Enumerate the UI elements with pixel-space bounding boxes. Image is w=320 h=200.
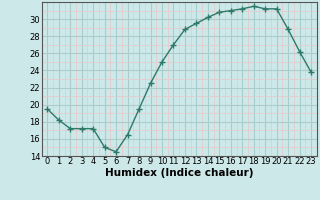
X-axis label: Humidex (Indice chaleur): Humidex (Indice chaleur) xyxy=(105,168,253,178)
